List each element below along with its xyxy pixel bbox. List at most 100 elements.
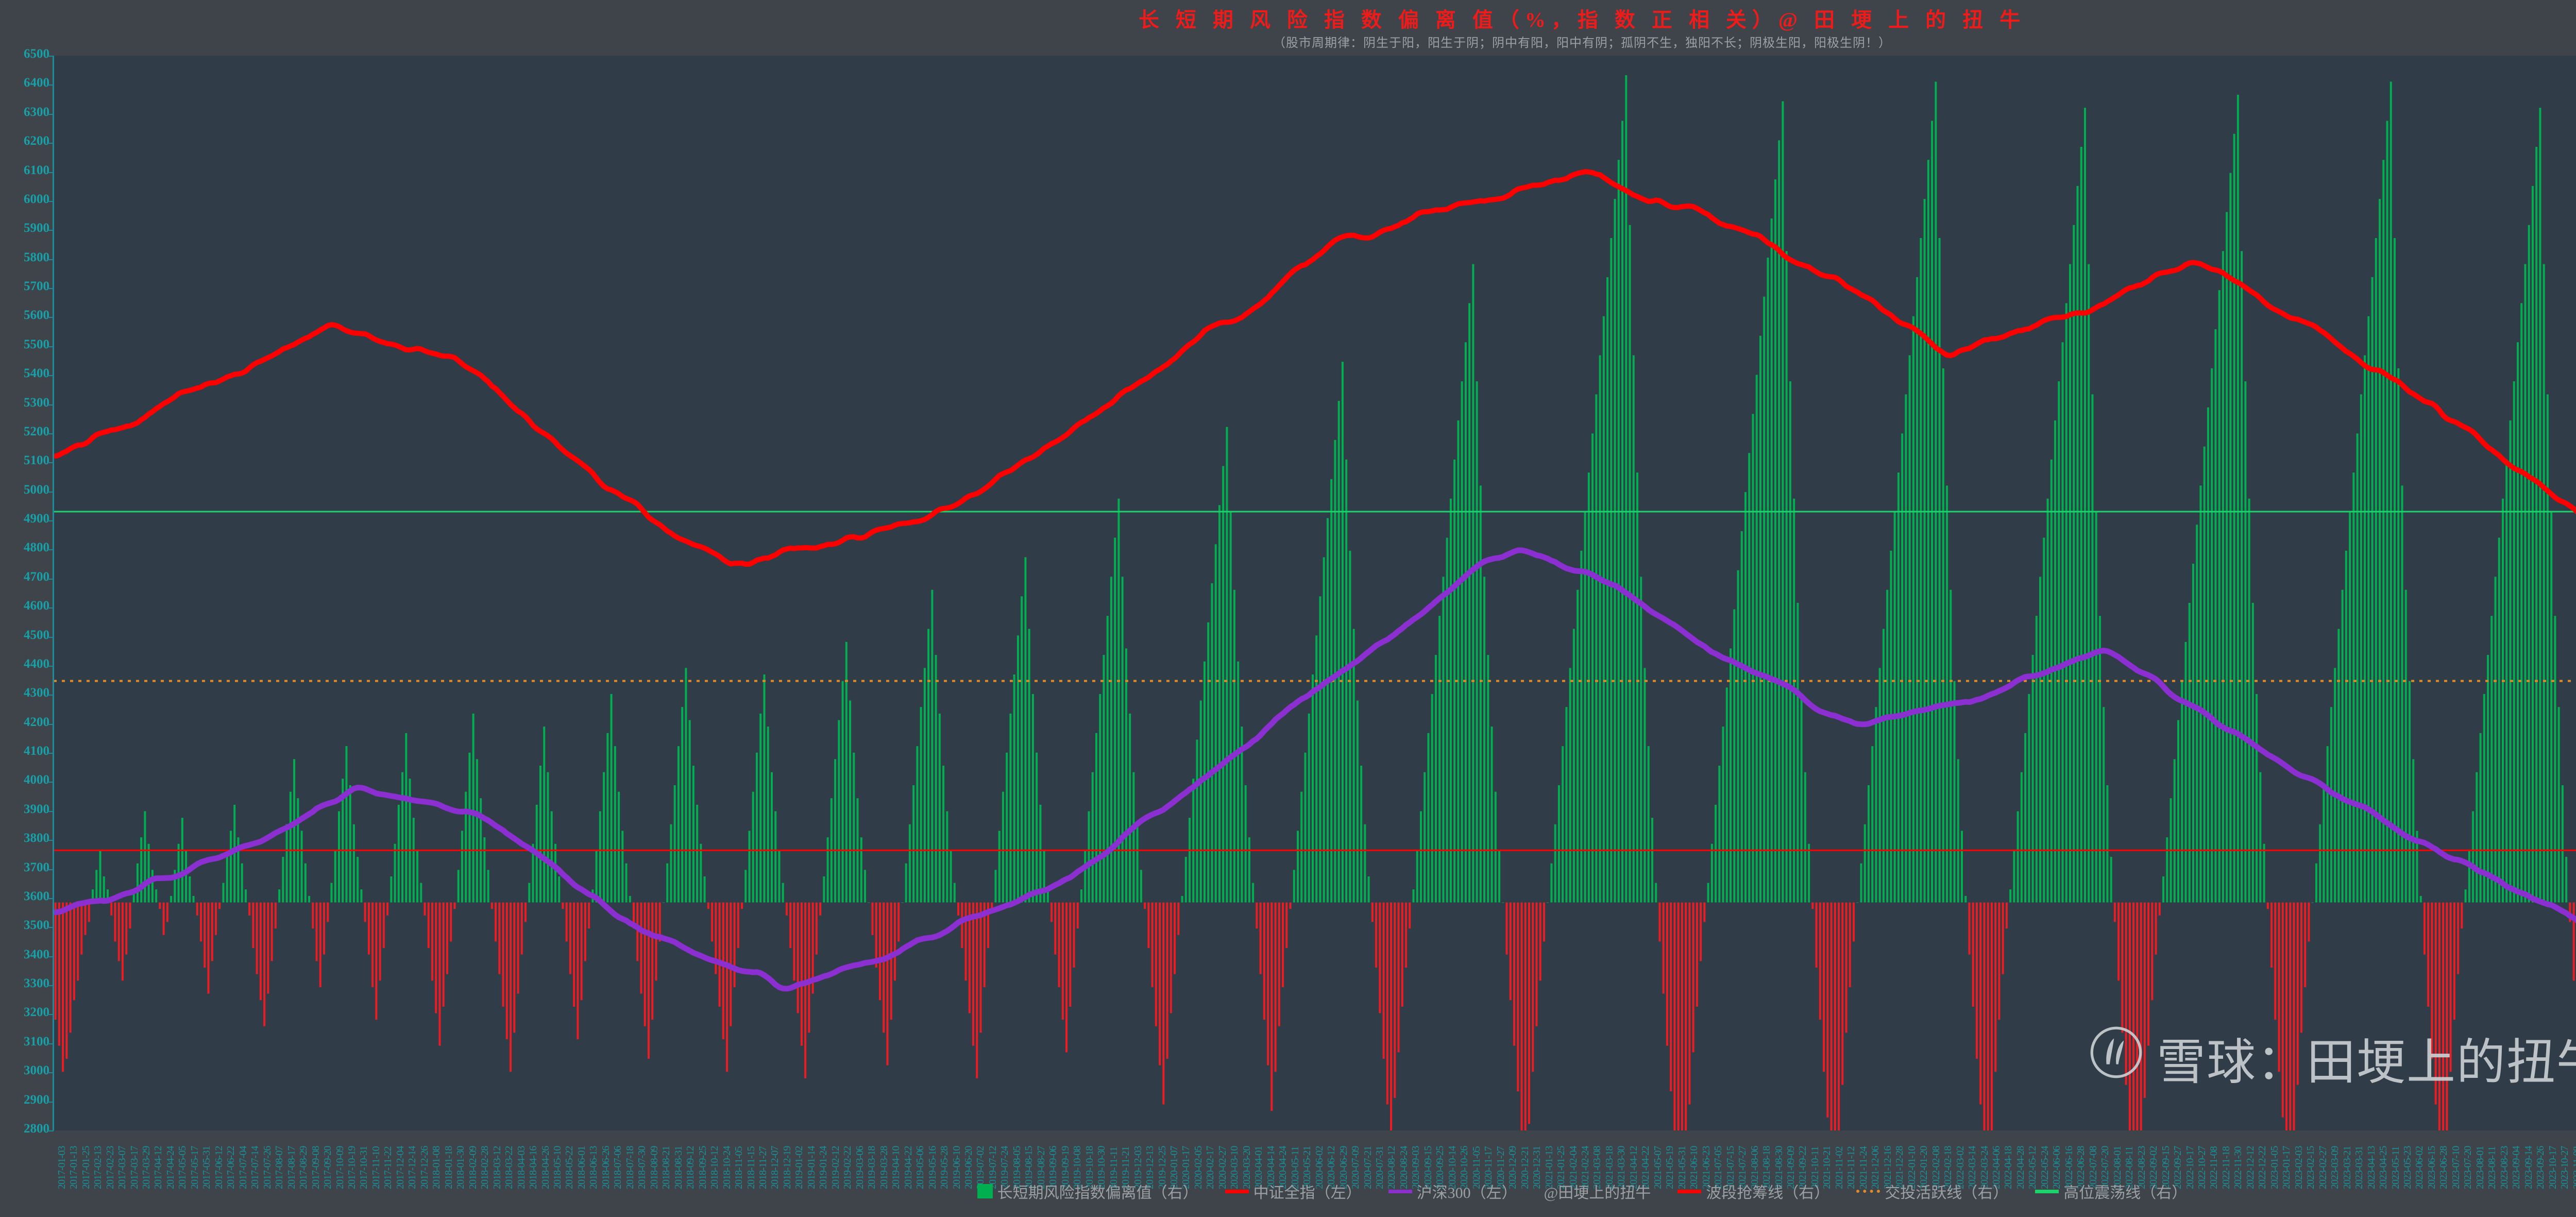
risk-deviation-bar: [1557, 785, 1560, 903]
risk-deviation-bar: [457, 870, 460, 903]
risk-deviation-bar: [2005, 902, 2008, 929]
risk-deviation-bar: [2360, 394, 2362, 903]
legend-risk-deviation[interactable]: 长短期风险指数偏离值（右）: [977, 1180, 1198, 1203]
risk-deviation-bar: [1532, 902, 1534, 1072]
legend-csi-all[interactable]: 中证全指（左）: [1225, 1180, 1362, 1203]
risk-deviation-bar: [1998, 902, 2001, 1020]
risk-deviation-bar: [62, 902, 64, 1072]
risk-deviation-bar: [927, 629, 930, 903]
risk-deviation-bar: [159, 902, 161, 909]
risk-deviation-bar: [2117, 902, 2120, 981]
risk-deviation-bar: [88, 902, 90, 922]
risk-deviation-bar: [2233, 133, 2235, 903]
risk-deviation-bar: [80, 902, 83, 955]
risk-deviation-bar: [1315, 635, 1318, 903]
risk-deviation-bar: [1591, 433, 1594, 903]
risk-deviation-bar: [1517, 902, 1519, 1092]
legend-high-osc-line[interactable]: 高位震荡线（右）: [2035, 1180, 2187, 1203]
legend-hs300[interactable]: 沪深300（左）: [1388, 1180, 1517, 1203]
risk-deviation-bar: [711, 902, 714, 942]
risk-deviation-bar: [864, 870, 867, 903]
risk-deviation-bar: [1602, 316, 1605, 903]
risk-deviation-bar: [994, 870, 997, 903]
risk-deviation-bar: [431, 902, 433, 981]
risk-deviation-bar: [435, 902, 437, 1013]
risk-deviation-bar: [337, 811, 340, 903]
risk-deviation-bar: [1655, 883, 1657, 903]
risk-deviation-bar: [2076, 185, 2079, 903]
risk-deviation-bar: [1700, 902, 1702, 961]
legend-swing-line[interactable]: 波段抢筹线（右）: [1677, 1180, 1829, 1203]
risk-deviation-bar: [69, 902, 72, 1033]
risk-deviation-bar: [490, 902, 493, 909]
risk-deviation-bar: [1562, 746, 1564, 903]
risk-deviation-bar: [2024, 733, 2027, 903]
risk-deviation-bar: [423, 902, 426, 916]
risk-deviation-bar: [1614, 199, 1616, 903]
risk-deviation-bar: [1942, 368, 1944, 903]
risk-deviation-bar: [136, 863, 139, 903]
risk-deviation-bar: [1028, 629, 1030, 903]
risk-deviation-bar: [1800, 694, 1803, 903]
risk-deviation-bar: [357, 857, 359, 903]
risk-deviation-bar: [1681, 902, 1683, 1130]
risk-deviation-bar: [1438, 616, 1441, 903]
left-tick-mark: [47, 549, 54, 551]
risk-deviation-bar: [215, 902, 217, 935]
risk-deviation-bar: [2241, 251, 2243, 903]
risk-deviation-bar: [520, 902, 523, 955]
risk-deviation-bar: [2203, 446, 2206, 903]
risk-deviation-bar: [1024, 557, 1027, 903]
risk-deviation-bar: [737, 902, 739, 949]
risk-deviation-bar: [886, 902, 889, 1066]
risk-deviation-bar: [1297, 831, 1299, 903]
risk-deviation-bar: [2550, 511, 2553, 903]
risk-deviation-bar: [905, 863, 907, 903]
risk-deviation-bar: [162, 902, 165, 935]
risk-deviation-bar: [513, 902, 516, 1033]
risk-deviation-bar: [845, 641, 848, 903]
left-axis-tick: 3100: [24, 1034, 49, 1049]
risk-deviation-bar: [2229, 173, 2232, 903]
left-tick-mark: [47, 520, 54, 522]
risk-deviation-bar: [121, 902, 124, 981]
legend-author[interactable]: @田埂上的扭牛: [1544, 1180, 1651, 1203]
risk-deviation-bar: [289, 791, 292, 903]
legend-label: 中证全指（左）: [1253, 1185, 1362, 1202]
risk-deviation-bar: [528, 883, 531, 903]
left-tick-mark: [47, 346, 54, 347]
risk-deviation-bar: [1352, 629, 1355, 903]
risk-deviation-bar: [577, 902, 579, 1040]
plot-canvas: [54, 75, 2576, 1130]
legend-active-line[interactable]: 交投活跃线（右）: [1856, 1180, 2008, 1203]
risk-deviation-bar: [505, 902, 508, 1040]
risk-deviation-bar: [1293, 870, 1295, 903]
risk-deviation-bar: [386, 902, 389, 916]
risk-deviation-bar: [2136, 902, 2139, 1130]
left-tick-mark: [47, 578, 54, 580]
left-tick-mark: [47, 665, 54, 667]
risk-deviation-bar: [401, 772, 404, 903]
risk-deviation-bar: [1972, 902, 1974, 1007]
risk-deviation-bar: [2046, 498, 2049, 903]
risk-deviation-bar: [666, 863, 669, 903]
risk-deviation-bar: [1252, 883, 1255, 903]
risk-deviation-bar: [2364, 355, 2366, 903]
left-tick-mark: [47, 956, 54, 957]
risk-deviation-bar: [442, 902, 445, 1007]
risk-deviation-bar: [1229, 511, 1232, 903]
risk-deviation-bar: [603, 772, 605, 903]
risk-deviation-bar: [2326, 746, 2329, 903]
risk-deviation-bar: [1386, 902, 1388, 1105]
risk-deviation-bar: [1084, 850, 1087, 903]
risk-deviation-bar: [293, 759, 296, 903]
risk-deviation-bar: [2121, 902, 2124, 1033]
risk-deviation-bar: [1554, 824, 1556, 903]
risk-deviation-bar: [1166, 902, 1168, 1059]
risk-deviation-bar: [2088, 264, 2090, 903]
risk-deviation-bar: [1177, 902, 1180, 935]
risk-deviation-bar: [1804, 772, 1806, 903]
risk-deviation-bar: [991, 902, 993, 909]
legend: 长短期风险指数偏离值（右） 中证全指（左） 沪深300（左） @田埂上的扭牛 波段抢筹线…: [0, 1178, 2576, 1205]
risk-deviation-bar: [782, 883, 784, 903]
